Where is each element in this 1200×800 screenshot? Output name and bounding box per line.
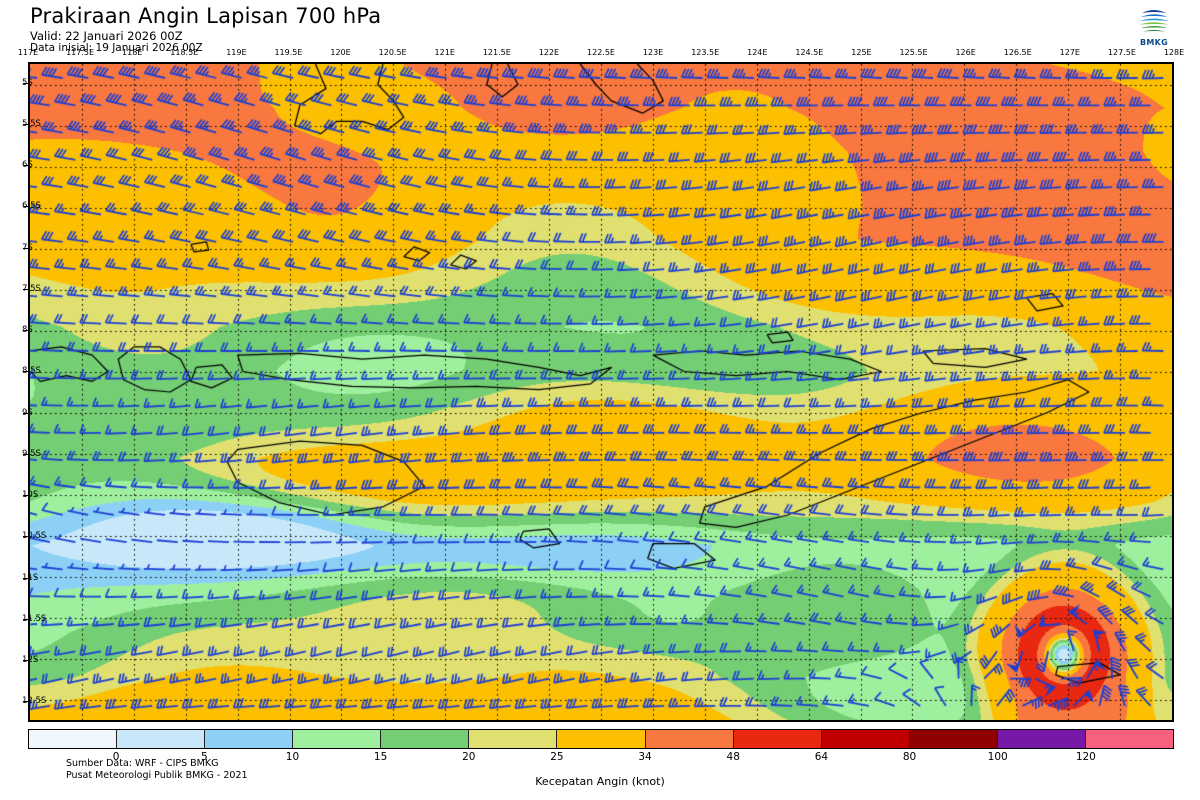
x-axis-tick-label: 122E	[538, 48, 560, 57]
y-axis-tick-mark	[23, 165, 28, 167]
map-plot-area[interactable]: Sumber Data: WRF - CIPS BMKG Pusat Meteo…	[28, 62, 1174, 781]
y-axis-tick-label: 12S	[22, 655, 39, 666]
y-axis-tick-label: 12.5S	[22, 696, 47, 707]
colorbar-tick-label: 10	[285, 751, 300, 763]
y-axis-tick-label: 10S	[22, 490, 39, 501]
x-axis-tick-label: 121E	[434, 48, 455, 57]
colorbar-tick-label: 100	[987, 751, 1008, 763]
x-axis-tick-label: 125E	[851, 48, 872, 57]
x-axis-tick-label: 118E	[122, 48, 143, 57]
colorbar-segment	[117, 730, 206, 748]
colorbar-tick-label: 20	[462, 751, 476, 763]
wind-field-canvas	[30, 64, 1172, 720]
colorbar-segment	[29, 730, 118, 748]
colorbar-segment	[997, 730, 1086, 748]
y-axis-tick-label: 11S	[22, 572, 39, 583]
x-axis-tick-label: 121.5E	[482, 48, 511, 57]
colorbar-tick-label: 120	[1075, 751, 1096, 763]
y-axis-tick-mark	[23, 701, 28, 703]
y-axis-tick-label: 6.5S	[22, 201, 41, 212]
initial-data-label: Data inisial: 19 Januari 2026 00Z	[30, 42, 203, 54]
x-axis-tick-label: 120.5E	[378, 48, 407, 57]
x-axis-tick-label: 126.5E	[1003, 48, 1032, 57]
x-axis-tick-label: 119.5E	[274, 48, 303, 57]
x-axis-tick-label: 123E	[642, 48, 664, 57]
credits-block: Sumber Data: WRF - CIPS BMKG Pusat Meteo…	[66, 758, 248, 781]
page-title: Prakiraan Angin Lapisan 700 hPa	[30, 4, 382, 28]
colorbar-tick-label: 0	[112, 751, 120, 763]
colorbar-tick-label: 15	[373, 751, 388, 763]
colorbar-segment	[645, 730, 734, 748]
y-axis-tick-mark	[23, 288, 28, 290]
x-axis-tick-label: 118.5E	[170, 48, 199, 57]
colorbar-segment	[557, 730, 646, 748]
y-axis-tick-mark	[23, 82, 28, 84]
colorbar-segment	[909, 730, 998, 748]
colorbar-segment	[733, 730, 822, 748]
colorbar-tick-label: 34	[638, 751, 652, 763]
valid-time-label: Valid: 22 Januari 2026 00Z	[30, 29, 183, 43]
y-axis-tick-mark	[23, 371, 28, 373]
credit-org: Pusat Meteorologi Publik BMKG - 2021	[66, 769, 248, 781]
y-axis-tick-label: 9.5S	[22, 448, 41, 459]
y-axis-tick-mark	[23, 577, 28, 579]
colorbar-segment	[821, 730, 910, 748]
x-axis-tick-label: 124E	[747, 48, 768, 57]
colorbar-tick-label: 5	[200, 751, 208, 763]
colorbar-segment	[381, 730, 470, 748]
x-axis-tick-label: 126E	[955, 48, 976, 57]
y-axis-tick-mark	[23, 495, 28, 497]
y-axis-tick-label: 11.5S	[22, 613, 47, 624]
bmkg-logo: BMKG	[1132, 4, 1176, 54]
y-axis-tick-mark	[23, 453, 28, 455]
bmkg-logo-label: BMKG	[1139, 38, 1169, 47]
x-axis-tick-label: 125.5E	[899, 48, 928, 57]
colorbar-tick-label: 48	[726, 751, 740, 763]
x-axis-tick-label: 120E	[330, 48, 351, 57]
x-axis-tick-label: 124.5E	[795, 48, 824, 57]
y-axis-tick-mark	[23, 660, 28, 662]
colorbar-title: Kecepatan Angin (knot)	[535, 775, 665, 788]
x-axis-tick-label: 128E	[1163, 48, 1185, 57]
colorbar-segment	[1085, 730, 1174, 748]
x-axis-tick-label: 127E	[1059, 48, 1080, 57]
y-axis-tick-label: 5.5S	[22, 118, 41, 129]
colorbar-tick-label: 25	[550, 751, 564, 763]
y-axis-tick-mark	[23, 123, 28, 125]
colorbar-segment	[293, 730, 382, 748]
y-axis-tick-mark	[23, 412, 28, 414]
y-axis-tick-mark	[23, 618, 28, 620]
x-axis-tick-label: 123.5E	[691, 48, 720, 57]
x-axis-tick-label: 117E	[17, 48, 39, 57]
y-axis-tick-mark	[23, 247, 28, 249]
credit-source: Sumber Data: WRF - CIPS BMKG	[66, 758, 219, 769]
y-axis-tick-label: 8.5S	[22, 366, 41, 377]
y-axis-tick-label: 10.5S	[22, 531, 47, 542]
y-axis-tick-label: 7.5S	[22, 283, 41, 294]
colorbar-tick-label: 80	[902, 751, 917, 763]
bmkg-globe-icon	[1137, 4, 1171, 38]
x-axis-tick-label: 127.5E	[1107, 48, 1136, 57]
y-axis-tick-mark	[23, 330, 28, 332]
colorbar-tick-label: 64	[814, 751, 829, 763]
colorbar-segment	[469, 730, 558, 748]
y-axis-tick-mark	[23, 206, 28, 208]
x-axis-tick-label: 117.5E	[66, 48, 95, 57]
x-axis-tick-label: 119E	[226, 48, 247, 57]
colorbar	[28, 729, 1174, 749]
colorbar-segment	[205, 730, 294, 748]
y-axis-tick-mark	[23, 536, 28, 538]
x-axis-tick-label: 122.5E	[587, 48, 615, 57]
